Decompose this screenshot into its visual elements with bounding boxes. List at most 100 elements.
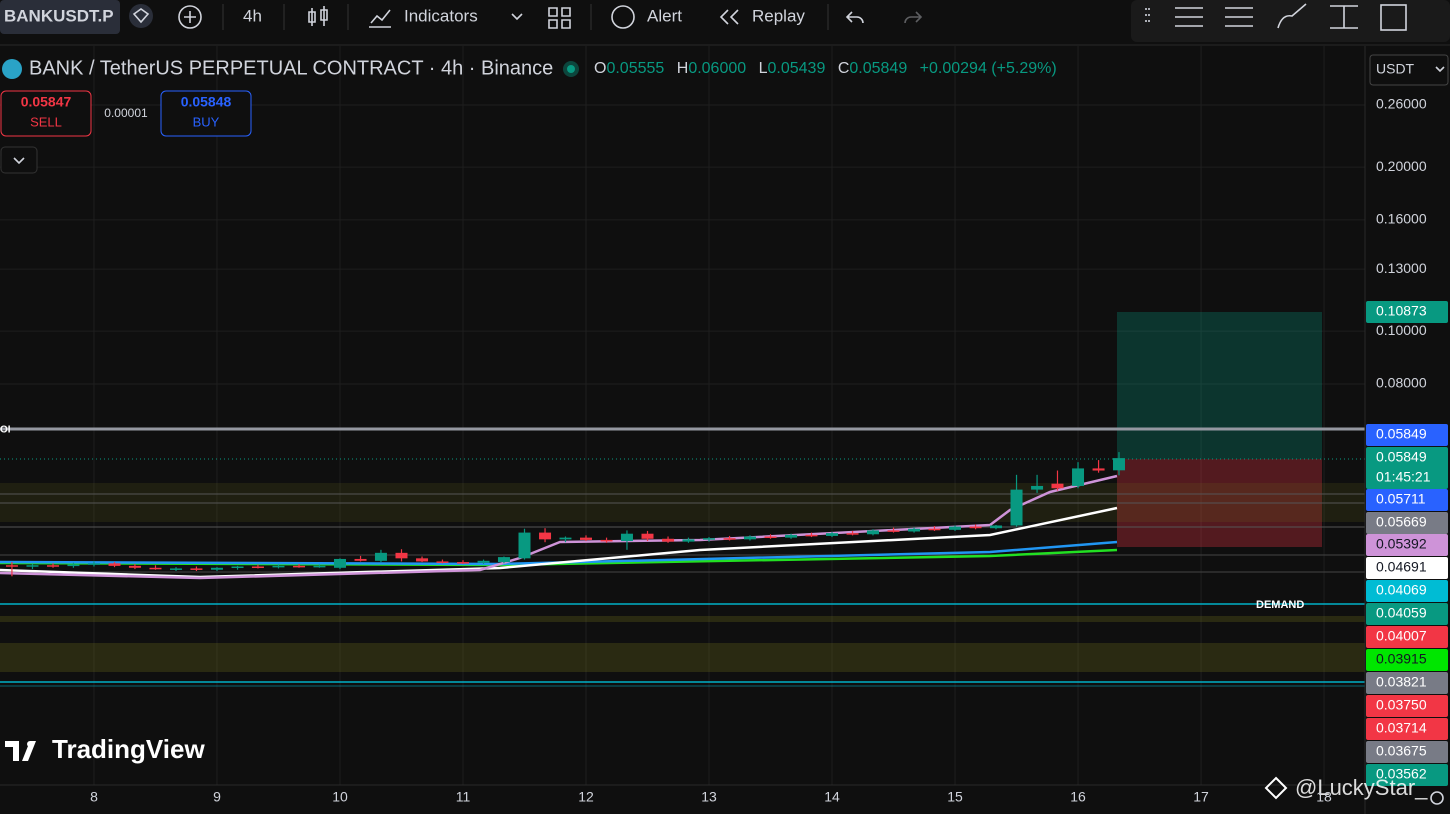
symbol[interactable]: BANKUSDT.P — [4, 6, 114, 25]
price-tags: 0.10873 0.05849 0.05849 01:45:21 0.05711 0.05… — [1366, 301, 1448, 786]
alert[interactable]: Alert — [647, 6, 682, 25]
watermark-icon — [1264, 776, 1288, 800]
candle-body — [559, 537, 572, 540]
candle-body — [539, 532, 552, 540]
candle-body — [620, 533, 633, 542]
candle-body — [866, 530, 879, 535]
drag-handle[interactable] — [1145, 8, 1150, 22]
sell-button[interactable] — [0, 90, 92, 137]
price-tag — [1366, 534, 1448, 556]
c-label: C — [838, 60, 850, 77]
candle-body — [313, 565, 326, 568]
tool-brush[interactable] — [1277, 3, 1307, 29]
oi-label: OI — [0, 425, 11, 436]
candle-body — [1072, 468, 1085, 486]
price-tag-label: 0.03675 — [1376, 743, 1427, 759]
candle-body — [805, 534, 818, 537]
demand-band — [0, 643, 1365, 672]
chart-type[interactable] — [308, 6, 328, 26]
price-tag-label: 0.03562 — [1376, 766, 1427, 782]
candle-body — [1051, 483, 1064, 489]
replay-icon[interactable] — [719, 9, 739, 25]
candle-body — [272, 565, 285, 568]
price-tag — [1366, 301, 1448, 323]
layout-icon[interactable] — [548, 7, 571, 29]
price-tag — [1366, 672, 1448, 694]
candle-body — [1010, 489, 1023, 526]
candle-body — [333, 558, 346, 568]
symbol-box[interactable] — [0, 0, 120, 34]
indicators[interactable]: Indicators — [404, 6, 478, 25]
candle-body — [580, 537, 593, 540]
candle-body — [743, 536, 756, 540]
candle-body — [374, 552, 387, 561]
h-label: H — [677, 60, 689, 77]
x-tick-label: 11 — [456, 789, 471, 805]
tool-rect[interactable] — [1380, 4, 1407, 31]
sell-price[interactable]: 0.05847 — [21, 94, 72, 110]
x-tick-label: 18 — [1316, 789, 1332, 805]
y-tick-label: 0.26000 — [1376, 96, 1427, 112]
buy-price[interactable]: 0.05848 — [181, 94, 232, 110]
buy-button[interactable] — [160, 90, 252, 137]
candle-body — [477, 560, 490, 563]
price-tag-label: 0.05669 — [1376, 514, 1427, 530]
price-tag — [1366, 603, 1448, 625]
collapse-button[interactable] — [0, 146, 38, 174]
currency[interactable]: USDT — [1376, 61, 1415, 77]
price-tag — [1366, 424, 1448, 446]
candle-body — [969, 526, 982, 529]
undo[interactable] — [845, 11, 864, 24]
candle-body — [5, 565, 18, 567]
candle-body — [662, 538, 675, 542]
candle-body — [1031, 485, 1044, 490]
replay[interactable]: Replay — [752, 6, 805, 25]
dropdown[interactable] — [511, 13, 523, 21]
candle-body — [518, 532, 531, 559]
x-tick-label: 13 — [701, 789, 717, 805]
tv-logo: TradingView — [52, 734, 205, 764]
price-tag — [1366, 447, 1448, 489]
change: +0.00294 (+5.29%) — [920, 60, 1057, 77]
alert-icon[interactable] — [611, 5, 635, 29]
x-tick-label: 14 — [824, 789, 840, 805]
settings-icon[interactable] — [1430, 791, 1444, 805]
redo[interactable] — [904, 11, 923, 24]
sell-label[interactable]: SELL — [30, 114, 62, 129]
o: 0.05555 — [606, 60, 664, 77]
alert-icon[interactable] — [129, 4, 153, 28]
x-tick-label: 8 — [90, 789, 98, 805]
price-tag-label: 0.03750 — [1376, 697, 1427, 713]
candle-body — [723, 538, 736, 540]
add-symbol[interactable] — [178, 5, 202, 29]
price-tag — [1366, 557, 1448, 579]
candle-body — [210, 567, 223, 570]
tool-s[interactable] — [1175, 7, 1203, 27]
candle-body — [600, 539, 613, 542]
price-tag — [1366, 695, 1448, 717]
tool-l[interactable] — [1225, 7, 1253, 27]
y-tick-label: 0.20000 — [1376, 158, 1427, 174]
zone-band — [0, 616, 1365, 622]
candle-body — [785, 534, 798, 538]
interval[interactable]: 4h — [243, 6, 262, 25]
tool-measure[interactable] — [1330, 5, 1358, 29]
candle-body — [87, 563, 100, 565]
indicators-icon[interactable] — [369, 9, 391, 28]
candle-body — [190, 568, 203, 570]
currency-box[interactable] — [1369, 54, 1449, 86]
price-tag — [1366, 626, 1448, 648]
buy-label[interactable]: BUY — [193, 114, 220, 129]
candle-body — [1092, 468, 1105, 471]
y-tick-label: 0.10000 — [1376, 322, 1427, 338]
drawing-toolbar — [1131, 0, 1450, 42]
price-tag-label: 0.04007 — [1376, 628, 1427, 644]
x-tick-label: 15 — [947, 789, 963, 805]
candle-body — [887, 530, 900, 532]
price-tag-label: 0.05711 — [1376, 491, 1426, 507]
x-tick-label: 10 — [332, 789, 348, 805]
ma-blue — [0, 540, 1118, 566]
price-tag-label: 0.03821 — [1376, 674, 1427, 690]
